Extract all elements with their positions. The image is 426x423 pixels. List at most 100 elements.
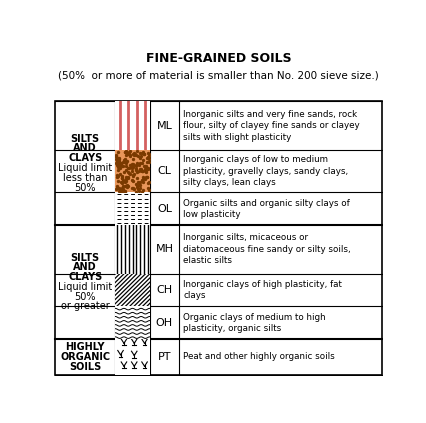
Point xyxy=(141,176,148,182)
Point xyxy=(132,189,139,195)
Point xyxy=(123,158,130,165)
Point xyxy=(116,161,123,168)
Point xyxy=(121,188,128,195)
Point xyxy=(134,159,141,166)
Point xyxy=(140,176,147,182)
Point xyxy=(114,162,121,168)
Point xyxy=(113,158,120,165)
Point xyxy=(126,169,133,176)
Point xyxy=(130,161,136,168)
Point xyxy=(121,148,128,155)
Point xyxy=(129,184,135,191)
Point xyxy=(127,162,133,168)
Point xyxy=(120,187,127,194)
Point xyxy=(118,187,124,194)
Point xyxy=(123,173,130,180)
Bar xyxy=(115,150,150,192)
Text: SILTS: SILTS xyxy=(71,134,100,144)
Point xyxy=(135,168,142,175)
Point xyxy=(130,161,136,168)
Point xyxy=(131,151,138,157)
Text: Organic silts and organic silty clays of
low plasticity: Organic silts and organic silty clays of… xyxy=(183,198,350,219)
Text: MH: MH xyxy=(155,244,173,255)
Bar xyxy=(115,306,150,339)
Point xyxy=(112,153,119,160)
Point xyxy=(133,165,140,172)
Point xyxy=(126,170,133,177)
Point xyxy=(120,182,127,189)
Point xyxy=(142,167,149,174)
Point xyxy=(119,162,126,169)
Point xyxy=(137,165,144,172)
Point xyxy=(134,182,141,189)
Point xyxy=(146,153,153,160)
Point xyxy=(134,186,141,193)
Point xyxy=(119,173,126,179)
Point xyxy=(122,158,129,165)
Point xyxy=(129,168,136,175)
Point xyxy=(135,153,142,159)
Point xyxy=(124,182,131,189)
Point xyxy=(115,177,122,184)
Text: FINE-GRAINED SOILS: FINE-GRAINED SOILS xyxy=(146,52,291,66)
Point xyxy=(144,154,151,161)
Point xyxy=(116,162,123,169)
Point xyxy=(143,163,150,170)
Text: less than: less than xyxy=(63,173,107,183)
Point xyxy=(144,154,151,160)
Point xyxy=(112,185,119,192)
Point xyxy=(141,150,147,157)
Text: AND: AND xyxy=(73,262,97,272)
Point xyxy=(134,184,141,190)
Point xyxy=(142,165,149,172)
Point xyxy=(119,188,126,195)
Point xyxy=(137,185,144,192)
Point xyxy=(132,152,139,159)
Point xyxy=(138,168,145,174)
Point xyxy=(141,151,147,158)
Point xyxy=(115,172,122,179)
Point xyxy=(120,177,127,184)
Point xyxy=(118,187,125,194)
Point xyxy=(116,155,123,162)
Point xyxy=(146,187,153,194)
Point xyxy=(137,150,144,157)
Point xyxy=(145,179,152,185)
Point xyxy=(121,159,127,165)
Point xyxy=(127,148,133,154)
Point xyxy=(140,174,147,181)
Point xyxy=(115,157,122,164)
Text: CH: CH xyxy=(156,285,173,295)
Text: ML: ML xyxy=(156,121,173,131)
Point xyxy=(143,174,150,181)
Point xyxy=(113,185,120,192)
Point xyxy=(142,174,149,181)
Point xyxy=(112,153,119,159)
Text: Inorganic clays of low to medium
plasticity, gravelly clays, sandy clays,
silty : Inorganic clays of low to medium plastic… xyxy=(183,155,348,187)
Point xyxy=(117,186,124,192)
Point xyxy=(114,154,121,161)
Point xyxy=(136,179,143,186)
Point xyxy=(122,177,129,184)
Point xyxy=(117,189,124,195)
Point xyxy=(113,162,120,168)
Point xyxy=(123,166,130,173)
Point xyxy=(116,155,123,162)
Point xyxy=(140,187,147,194)
Point xyxy=(115,164,121,171)
Text: Inorganic clays of high plasticity, fat
clays: Inorganic clays of high plasticity, fat … xyxy=(183,280,342,300)
Point xyxy=(144,180,151,187)
Point xyxy=(138,159,145,166)
Point xyxy=(122,148,129,155)
Point xyxy=(145,155,152,162)
Text: Inorganic silts and very fine sands, rock
flour, silty of clayey fine sands or c: Inorganic silts and very fine sands, roc… xyxy=(183,110,360,142)
Point xyxy=(128,177,135,184)
Point xyxy=(130,155,137,162)
Point xyxy=(133,162,140,169)
Text: Peat and other highly organic soils: Peat and other highly organic soils xyxy=(183,352,335,361)
Point xyxy=(140,157,147,163)
Point xyxy=(122,175,129,182)
Bar xyxy=(115,101,150,150)
Text: ORGANIC: ORGANIC xyxy=(60,352,110,362)
Point xyxy=(138,168,145,175)
